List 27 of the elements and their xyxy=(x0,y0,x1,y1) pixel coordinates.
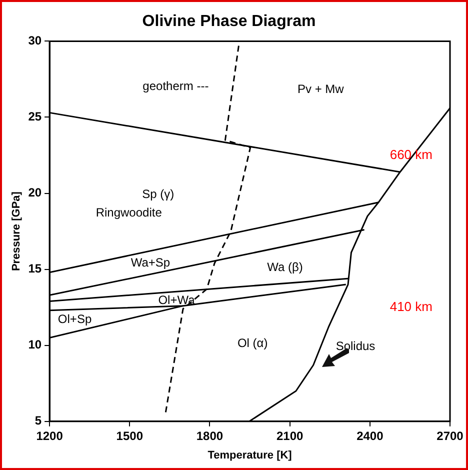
annotation: 410 km xyxy=(390,298,432,314)
x-tick-label: 2100 xyxy=(276,428,304,443)
annotation: Ol+Wa xyxy=(158,292,196,307)
y-tick-label: 15 xyxy=(28,262,42,276)
y-tick-label: 10 xyxy=(28,338,42,352)
annotation: Solidus xyxy=(336,339,376,354)
y-axis-title: Pressure [GPa] xyxy=(10,191,23,272)
annotation: Sp (γ) xyxy=(142,187,174,202)
annotation: Wa (β) xyxy=(267,260,303,274)
chart-title: Olivine Phase Diagram xyxy=(142,13,316,30)
y-tick-label: 5 xyxy=(34,414,42,428)
x-tick-label: 2700 xyxy=(436,428,464,443)
annotation: 660 km xyxy=(390,146,432,162)
annotation: Wa+Sp xyxy=(130,256,170,270)
x-tick-label: 1500 xyxy=(116,428,144,443)
annotation: Ringwoodite xyxy=(96,205,162,220)
y-tick-label: 25 xyxy=(28,110,42,124)
x-tick-label: 2400 xyxy=(356,428,384,443)
x-axis-title: Temperature [K] xyxy=(208,449,292,462)
y-tick-label: 30 xyxy=(28,34,42,48)
annotation: Ol (α) xyxy=(237,336,268,350)
x-tick-label: 1200 xyxy=(36,428,64,443)
x-tick-label: 1800 xyxy=(196,428,224,443)
y-tick-label: 20 xyxy=(28,186,42,200)
annotation: Pv + Mw xyxy=(297,82,344,96)
annotation: Ol+Sp xyxy=(58,312,92,326)
annotation: geotherm --- xyxy=(142,79,209,94)
